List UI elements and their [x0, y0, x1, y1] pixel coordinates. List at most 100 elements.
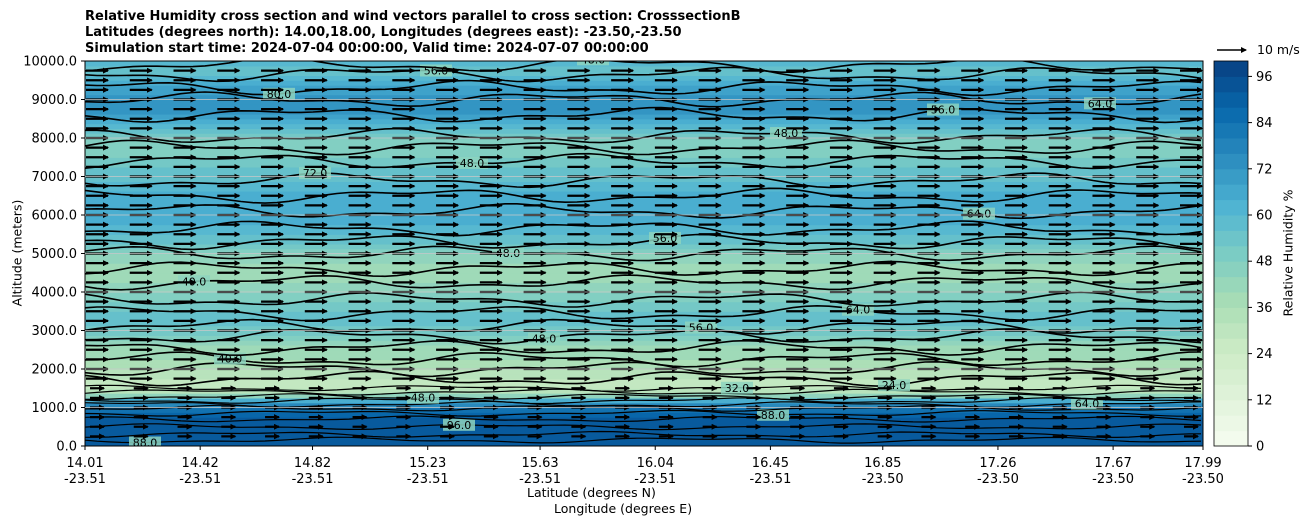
- humidity-band: [85, 441, 1203, 446]
- y-tick-label: 9000.0: [32, 93, 78, 108]
- x-tick-label-lat: 14.82: [294, 456, 331, 471]
- colorbar-segment: [1214, 369, 1248, 385]
- y-tick-label: 2000.0: [32, 363, 78, 378]
- humidity-band: [85, 85, 1203, 91]
- contour-line: [85, 61, 1202, 73]
- contour-label: 72.0: [303, 167, 328, 180]
- colorbar-tick-label: 36: [1256, 301, 1273, 316]
- contour-label: 88.0: [133, 437, 158, 450]
- contour-label: 48.0: [774, 127, 799, 140]
- humidity-band: [85, 210, 1203, 216]
- contour-label: 88.0: [761, 409, 786, 422]
- contour-line: [85, 351, 1202, 368]
- contour-line: [85, 274, 1202, 291]
- colorbar-segment: [1214, 199, 1248, 216]
- contour-line: [85, 388, 1202, 396]
- colorbar-segment: [1214, 276, 1248, 293]
- x-tick-label-lon: -23.51: [519, 472, 561, 487]
- contour-label-bg: [577, 61, 609, 66]
- x-tick-label-lat: 16.45: [752, 456, 789, 471]
- x-tick-label-lat: 16.04: [637, 456, 674, 471]
- contour-line: [85, 66, 1202, 83]
- humidity-band: [85, 162, 1203, 168]
- humidity-band: [85, 287, 1203, 293]
- contour-label: 48.0: [411, 392, 436, 405]
- x-tick-label-lon: -23.50: [977, 472, 1019, 487]
- colorbar-segment: [1214, 245, 1248, 262]
- humidity-band: [85, 335, 1203, 341]
- contour-line: [85, 291, 1202, 308]
- y-tick-label: 10000.0: [23, 55, 77, 70]
- contour-line: [85, 430, 1202, 438]
- humidity-band: [85, 340, 1203, 346]
- humidity-band: [85, 113, 1203, 120]
- wind-key-label: 10 m/s: [1257, 42, 1300, 57]
- humidity-band: [85, 373, 1203, 380]
- contour-label: 24.0: [882, 379, 907, 392]
- humidity-band: [85, 263, 1203, 269]
- contour-label-bg: [770, 127, 802, 140]
- x-tick-label-lon: -23.51: [634, 472, 676, 487]
- chart-title-line-1: Relative Humidity cross section and wind…: [85, 9, 741, 24]
- contour-label: 48.0: [460, 157, 485, 170]
- y-tick-label: 6000.0: [32, 209, 78, 224]
- contour-label: 48.0: [581, 53, 606, 66]
- contour-line: [85, 106, 1202, 124]
- colorbar-segment: [1214, 292, 1248, 308]
- contour-label: 56.0: [689, 322, 714, 335]
- humidity-fill: [85, 61, 1203, 446]
- colorbar-segment: [1214, 76, 1248, 93]
- y-tick-label: 1000.0: [32, 401, 78, 416]
- colorbar-tick-label: 24: [1256, 347, 1273, 362]
- colorbar-segment: [1214, 153, 1248, 170]
- humidity-band: [85, 219, 1203, 226]
- y-tick-label: 8000.0: [32, 132, 78, 147]
- humidity-band: [85, 417, 1203, 423]
- contour-label-bg: [721, 381, 753, 394]
- colorbar-segment: [1214, 91, 1248, 108]
- humidity-band: [85, 181, 1203, 187]
- contour-line: [85, 233, 1202, 251]
- humidity-band: [85, 311, 1203, 317]
- y-tick-label: 4000.0: [32, 286, 78, 301]
- colorbar-segment: [1214, 322, 1248, 339]
- contour-line: [85, 245, 1202, 262]
- humidity-band: [85, 80, 1203, 86]
- colorbar-segment: [1214, 184, 1248, 201]
- humidity-band: [85, 109, 1203, 115]
- humidity-band: [85, 306, 1203, 312]
- contour-line: [85, 397, 1202, 405]
- colorbar-segment: [1214, 353, 1248, 370]
- humidity-band: [85, 128, 1203, 134]
- humidity-band: [85, 104, 1203, 110]
- humidity-band: [85, 320, 1203, 327]
- x-tick-label-lat: 14.42: [182, 456, 219, 471]
- colorbar-segment: [1214, 138, 1248, 154]
- contour-line: [85, 436, 1202, 444]
- colorbar-tick-label: 60: [1256, 209, 1273, 224]
- colorbar-tick-label: 12: [1256, 393, 1273, 408]
- colorbar-tick-label: 72: [1256, 162, 1273, 177]
- colorbar: 0 12 24 36 48 60 72 84 96: [1213, 60, 1273, 455]
- x-tick-label-lon: -23.51: [179, 472, 221, 487]
- contour-label: 80.0: [267, 88, 292, 101]
- y-axis: 0.0 1000.0 2000.0 3000.0 4000.0 5000.0 6000.0 7…: [23, 55, 1203, 455]
- colorbar-segment: [1214, 215, 1248, 231]
- colorbar-segment: [1214, 399, 1248, 416]
- colorbar-label: Relative Humidity %: [1280, 189, 1296, 317]
- chart-title-line-3: Simulation start time: 2024-07-04 00:00:…: [85, 41, 649, 56]
- humidity-band: [85, 383, 1203, 389]
- x-axis-label-lat: Latitude (degrees N): [527, 485, 656, 500]
- x-tick-label-lon: -23.51: [749, 472, 791, 487]
- humidity-band: [85, 364, 1203, 370]
- x-tick-label-lat: 15.23: [409, 456, 446, 471]
- colorbar-segment: [1214, 168, 1248, 185]
- colorbar-tick-label: 0: [1256, 440, 1264, 455]
- humidity-band: [85, 147, 1203, 154]
- colorbar-segment: [1214, 415, 1248, 432]
- x-tick-label-lon: -23.51: [64, 472, 106, 487]
- colorbar-segment: [1214, 107, 1248, 124]
- x-tick-label-lat: 14.01: [66, 456, 103, 471]
- contour-label: 96.0: [447, 419, 472, 432]
